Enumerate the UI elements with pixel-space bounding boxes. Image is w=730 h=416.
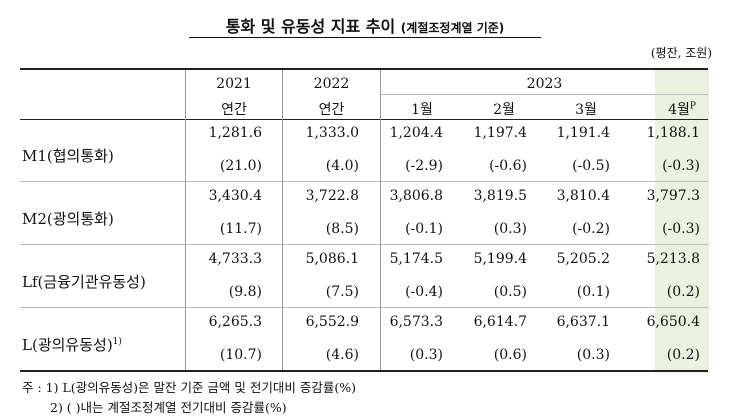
value-cell: 5,086.1 [305,251,359,267]
value-cell: 1,204.4 [389,125,443,141]
col-apr-label: 4월 [668,102,690,118]
col-jan: 1월 [411,102,433,118]
col-apr: 4월P [655,99,709,119]
row-divider-2 [20,244,708,245]
header-rule [20,119,708,120]
row-label-text: L(광의유동성) [22,336,113,354]
footnote-1: 주 : 1) L(광의유동성)은 말잔 기준 금액 및 전기대비 증감률(%) [22,380,356,395]
unit-label: (평잔, 조원) [650,46,712,60]
rate-cell: (4.0) [325,158,359,174]
rate-cell: (-0.5) [572,158,610,174]
row-label-text: M1(협의통화) [22,147,114,165]
rate-cell: (0.3) [576,347,610,363]
rate-cell: (0.6) [493,347,527,363]
rate-cell: (7.5) [325,284,359,300]
row-divider-3 [20,307,708,308]
rate-cell: (0.3) [409,347,443,363]
title-underline [189,37,541,38]
value-cell: 5,213.8 [646,251,700,267]
row-label: L(광의유동성)1) [22,334,122,355]
value-cell: 1,281.6 [208,125,262,141]
value-cell: 1,191.4 [556,125,610,141]
value-cell: 3,430.4 [208,188,262,204]
value-cell: 6,637.1 [556,314,610,330]
rate-cell: (21.0) [219,158,262,174]
col-mar: 3월 [575,102,597,118]
rate-cell: (0.5) [493,284,527,300]
rate-cell: (-0.1) [405,221,443,237]
rate-cell: (-2.9) [405,158,443,174]
preliminary-mark: P [689,101,696,112]
value-cell: 3,806.8 [389,188,443,204]
col-divider-label [185,70,186,370]
col-annual-2022: 연간 [318,102,345,118]
value-cell: 1,188.1 [646,125,700,141]
rate-cell: (9.8) [228,284,262,300]
rate-cell: (8.5) [325,221,359,237]
row-label: Lf(금융기관유동성) [22,271,146,292]
year-2023: 2023 [526,76,563,92]
rate-cell: (-0.6) [489,158,527,174]
row-label: M2(광의통화) [22,208,114,229]
value-cell: 1,197.4 [473,125,527,141]
col-feb: 2월 [493,102,515,118]
value-cell: 5,199.4 [473,251,527,267]
col-divider-2021 [282,70,283,370]
row-label: M1(협의통화) [22,145,114,166]
rate-cell: (-0.3) [662,158,700,174]
row-label-text: Lf(금융기관유동성) [22,273,146,291]
value-cell: 1,333.0 [305,125,359,141]
year-divider [380,94,708,95]
value-cell: 3,819.5 [473,188,527,204]
value-cell: 6,265.3 [208,314,262,330]
col-divider-2022 [380,70,381,370]
table-title: 통화 및 유동성 지표 추이 (계절조정계열 기준) [0,13,730,38]
rate-cell: (0.2) [666,284,700,300]
value-cell: 6,552.9 [305,314,359,330]
year-2021: 2021 [216,76,252,92]
title-sub: (계절조정계열 기준) [400,21,505,35]
april-highlight [655,68,709,373]
value-cell: 6,614.7 [473,314,527,330]
rate-cell: (4.6) [325,347,359,363]
rate-cell: (-0.4) [405,284,443,300]
year-2022: 2022 [313,76,350,92]
value-cell: 3,797.3 [646,188,700,204]
rate-cell: (0.2) [666,347,700,363]
bottom-rule [20,370,708,372]
top-rule [20,68,708,70]
value-cell: 4,733.3 [208,251,262,267]
value-cell: 6,573.3 [389,314,443,330]
value-cell: 6,650.4 [646,314,700,330]
row-note: 1) [112,337,122,347]
rate-cell: (10.7) [219,347,262,363]
value-cell: 3,810.4 [556,188,610,204]
rate-cell: (0.1) [576,284,610,300]
value-cell: 3,722.8 [305,188,359,204]
row-label-text: M2(광의통화) [22,210,114,228]
rate-cell: (-0.2) [572,221,610,237]
value-cell: 5,174.5 [389,251,443,267]
rate-cell: (11.7) [219,221,262,237]
rate-cell: (0.3) [493,221,527,237]
footnote-2: 2) ( )내는 계절조정계열 전기대비 증감률(%) [50,400,287,415]
col-annual-2021: 연간 [221,102,247,118]
title-main: 통화 및 유동성 지표 추이 [225,17,396,36]
row-divider-1 [20,181,708,182]
value-cell: 5,205.2 [556,251,610,267]
rate-cell: (-0.3) [662,221,700,237]
